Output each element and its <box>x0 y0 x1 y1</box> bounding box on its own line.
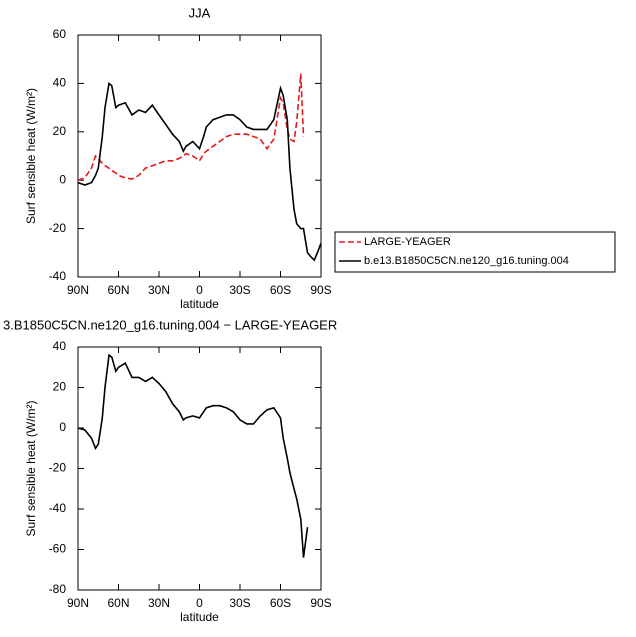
x-tick-label: 90N <box>67 283 89 297</box>
x-tick-label: 0 <box>196 596 203 610</box>
y-tick-label: 20 <box>53 380 67 394</box>
x-tick-label: 60N <box>107 596 129 610</box>
x-tick-label: 60S <box>270 596 291 610</box>
y-tick-label: 0 <box>59 420 66 434</box>
x-tick-label: 60S <box>270 283 291 297</box>
legend-label: b.e13.B1850C5CN.ne120_g16.tuning.004 <box>364 255 569 267</box>
x-tick-label: 90S <box>310 596 331 610</box>
legend-label: LARGE-YEAGER <box>364 236 451 248</box>
legend-box <box>334 231 616 273</box>
plot-frame <box>77 34 322 278</box>
x-axis-label: latitude <box>180 610 219 624</box>
x-tick-label: 30N <box>148 283 170 297</box>
y-axis-label: Surf sensible heat (W/m²) <box>24 400 38 536</box>
y-tick-label: -40 <box>49 501 67 515</box>
y-tick-label: -20 <box>49 461 67 475</box>
y-tick-label: 20 <box>53 124 67 138</box>
data-line <box>77 73 305 181</box>
y-tick-label: 40 <box>53 76 67 90</box>
data-line <box>77 81 322 262</box>
y-axis-label: Surf sensible heat (W/m²) <box>24 88 38 224</box>
x-tick-label: 30S <box>229 283 250 297</box>
y-tick-label: 0 <box>59 172 66 186</box>
x-tick-label: 30S <box>229 596 250 610</box>
y-tick-label: -80 <box>49 582 67 596</box>
x-axis-label: latitude <box>180 297 219 311</box>
y-tick-label: 40 <box>53 339 67 353</box>
y-tick-label: -60 <box>49 542 67 556</box>
y-tick-label: 60 <box>53 27 67 41</box>
chart-title: JJA <box>189 5 211 20</box>
x-tick-label: 90S <box>310 283 331 297</box>
data-line <box>77 353 309 558</box>
x-tick-label: 0 <box>196 283 203 297</box>
y-tick-label: -40 <box>49 269 67 283</box>
chart-title: 3.B1850C5CN.ne120_g16.tuning.004 − LARGE… <box>3 317 337 332</box>
y-tick-label: -20 <box>49 221 67 235</box>
x-tick-label: 30N <box>148 596 170 610</box>
x-tick-label: 60N <box>107 283 129 297</box>
plot-frame <box>77 346 322 591</box>
x-tick-label: 90N <box>67 596 89 610</box>
